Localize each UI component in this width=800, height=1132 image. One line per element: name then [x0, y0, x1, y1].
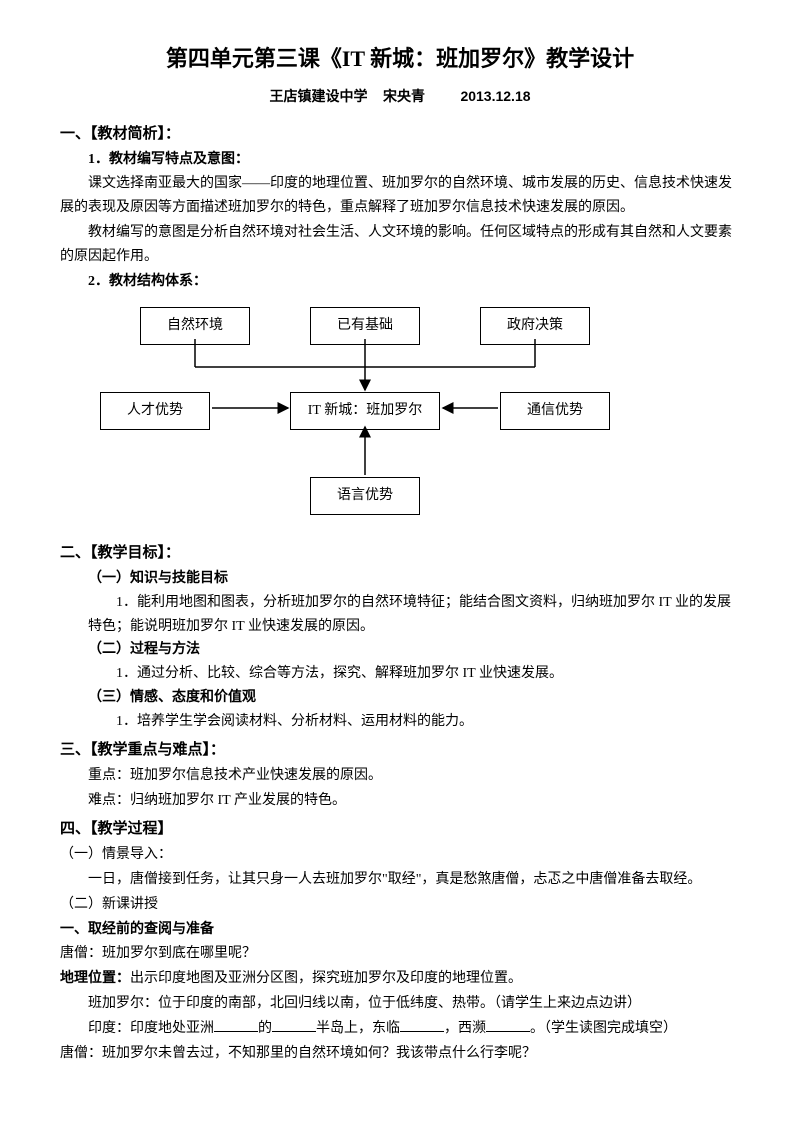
s1-heading: 一、【教材简析】： — [60, 122, 740, 148]
section-4: 四、【教学过程】 （一）情景导入： 一日，唐僧接到任务，让其只身一人去班加罗尔"… — [60, 817, 740, 1066]
date: 2013.12.18 — [460, 88, 530, 104]
s4-geo: 地理位置：出示印度地图及亚洲分区图，探究班加罗尔及印度的地理位置。 — [60, 967, 740, 991]
node-comm: 通信优势 — [500, 392, 610, 430]
s2-sub2: （二）过程与方法 — [88, 638, 740, 662]
s3-p2: 难点：归纳班加罗尔 IT 产业发展的特色。 — [60, 789, 740, 813]
node-policy: 政府决策 — [480, 307, 590, 345]
school-name: 王店镇建设中学 — [269, 90, 367, 105]
s2-p2: 1．通过分析、比较、综合等方法，探究、解释班加罗尔 IT 业快速发展。 — [88, 662, 740, 686]
node-language: 语言优势 — [310, 477, 420, 515]
s4-q2: 唐僧：班加罗尔未曾去过，不知那里的自然环境如何？我该带点什么行李呢？ — [60, 1042, 740, 1066]
section-1: 一、【教材简析】： 1．教材编写特点及意图： 课文选择南亚最大的国家——印度的地… — [60, 122, 740, 293]
s4-h3: 一、取经前的查阅与准备 — [60, 918, 740, 942]
s4-heading: 四、【教学过程】 — [60, 817, 740, 843]
s4-q1: 唐僧：班加罗尔到底在哪里呢？ — [60, 942, 740, 966]
s4-p3: 印度：印度地处亚洲的半岛上，东临，西濒。（学生读图完成填空） — [60, 1017, 740, 1041]
structure-diagram: 自然环境 已有基础 政府决策 人才优势 IT 新城：班加罗尔 通信优势 语言优势 — [100, 307, 660, 527]
s2-p1: 1．能利用地图和图表，分析班加罗尔的自然环境特征；能结合图文资料，归纳班加罗尔 … — [88, 591, 740, 639]
s4-h1: （一）情景导入： — [60, 843, 740, 867]
geo-label: 地理位置： — [60, 971, 130, 986]
blank-1 — [214, 1018, 258, 1032]
s3-heading: 三、【教学重点与难点】： — [60, 738, 740, 764]
s3-p1: 重点：班加罗尔信息技术产业快速发展的原因。 — [60, 764, 740, 788]
blank-3 — [400, 1018, 444, 1032]
node-nature: 自然环境 — [140, 307, 250, 345]
s1-sub2: 2．教材结构体系： — [88, 270, 740, 294]
page-title: 第四单元第三课《IT 新城：班加罗尔》教学设计 — [60, 40, 740, 77]
node-foundation: 已有基础 — [310, 307, 420, 345]
blank-4 — [486, 1018, 530, 1032]
section-2: 二、【教学目标】： （一）知识与技能目标 1．能利用地图和图表，分析班加罗尔的自… — [60, 541, 740, 733]
section-3: 三、【教学重点与难点】： 重点：班加罗尔信息技术产业快速发展的原因。 难点：归纳… — [60, 738, 740, 813]
s4-p2: 班加罗尔：位于印度的南部，北回归线以南，位于低纬度、热带。（请学生上来边点边讲） — [60, 992, 740, 1016]
node-talent: 人才优势 — [100, 392, 210, 430]
s2-p3: 1．培养学生学会阅读材料、分析材料、运用材料的能力。 — [88, 710, 740, 734]
s1-sub1: 1．教材编写特点及意图： — [88, 148, 740, 172]
s2-heading: 二、【教学目标】： — [60, 541, 740, 567]
node-center: IT 新城：班加罗尔 — [290, 392, 440, 430]
page-subtitle: 王店镇建设中学 宋央青 2013.12.18 — [60, 85, 740, 110]
s2-sub3: （三）情感、态度和价值观 — [88, 686, 740, 710]
blank-2 — [272, 1018, 316, 1032]
s2-sub1: （一）知识与技能目标 — [88, 567, 740, 591]
s4-p1: 一日，唐僧接到任务，让其只身一人去班加罗尔"取经"，真是愁煞唐僧，忐忑之中唐僧准… — [60, 868, 740, 892]
author-name: 宋央青 — [383, 90, 425, 105]
s1-p2: 教材编写的意图是分析自然环境对社会生活、人文环境的影响。任何区域特点的形成有其自… — [60, 221, 740, 269]
geo-text: 出示印度地图及亚洲分区图，探究班加罗尔及印度的地理位置。 — [130, 971, 522, 986]
s4-h2: （二）新课讲授 — [60, 893, 740, 917]
s1-p1: 课文选择南亚最大的国家——印度的地理位置、班加罗尔的自然环境、城市发展的历史、信… — [60, 172, 740, 220]
